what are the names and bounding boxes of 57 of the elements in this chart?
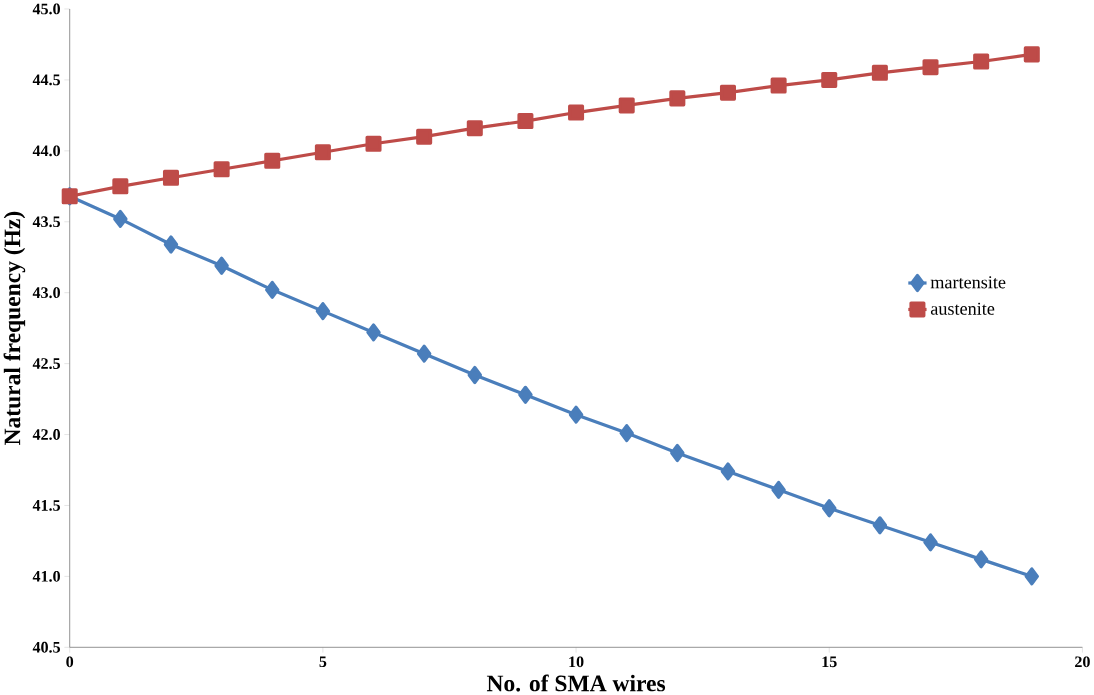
point xyxy=(821,71,838,88)
y-axis-title: Natural frequency (Hz) xyxy=(3,211,26,446)
point xyxy=(517,113,534,130)
point xyxy=(822,499,837,518)
y-tick-label: 42.0 xyxy=(32,429,60,440)
point xyxy=(265,280,280,299)
point xyxy=(720,462,736,481)
point xyxy=(871,64,888,81)
point xyxy=(568,104,585,121)
point xyxy=(365,135,382,152)
legend-label: austenite xyxy=(930,302,995,315)
y-tick-label: 44.0 xyxy=(32,145,60,157)
point xyxy=(922,59,939,76)
y-tick-label: 41.0 xyxy=(32,570,60,582)
point xyxy=(770,77,787,94)
point xyxy=(923,533,938,552)
point xyxy=(314,144,331,161)
point xyxy=(416,344,432,363)
point xyxy=(518,385,533,404)
point xyxy=(466,120,483,137)
point xyxy=(872,516,888,535)
point xyxy=(670,443,685,463)
point xyxy=(669,90,686,107)
point xyxy=(315,302,331,321)
y-tick-label: 40.5 xyxy=(32,641,60,653)
point xyxy=(112,178,129,195)
point xyxy=(771,480,786,499)
x-axis-title: No. of SMA wires xyxy=(486,674,666,692)
x-tick-label: 0 xyxy=(66,656,74,668)
point xyxy=(618,97,635,114)
point xyxy=(113,209,128,228)
point xyxy=(214,256,229,275)
point xyxy=(213,161,230,178)
x-tick-label: 10 xyxy=(569,656,584,668)
y-tick-label: 42.5 xyxy=(32,358,60,370)
y-tick-label: 45.0 xyxy=(32,3,60,15)
point xyxy=(163,235,179,254)
y-tick-label: 43.0 xyxy=(32,287,60,299)
y-tick-label: 41.5 xyxy=(32,500,60,511)
y-tick-label: 44.5 xyxy=(32,74,60,86)
point xyxy=(973,550,989,569)
x-tick-label: 20 xyxy=(1075,656,1090,668)
point xyxy=(719,84,736,101)
point xyxy=(619,424,634,443)
y-tick-label: 43.5 xyxy=(32,216,60,228)
legend-label: martensite xyxy=(930,276,1006,289)
point xyxy=(467,365,483,385)
x-tick-label: 5 xyxy=(319,656,327,668)
point xyxy=(1024,567,1040,586)
point xyxy=(568,405,584,424)
point xyxy=(366,323,381,342)
x-tick-label: 15 xyxy=(822,656,837,668)
point xyxy=(416,128,433,145)
point xyxy=(264,152,281,169)
point xyxy=(973,53,990,70)
point xyxy=(162,169,180,186)
point xyxy=(1023,46,1040,63)
